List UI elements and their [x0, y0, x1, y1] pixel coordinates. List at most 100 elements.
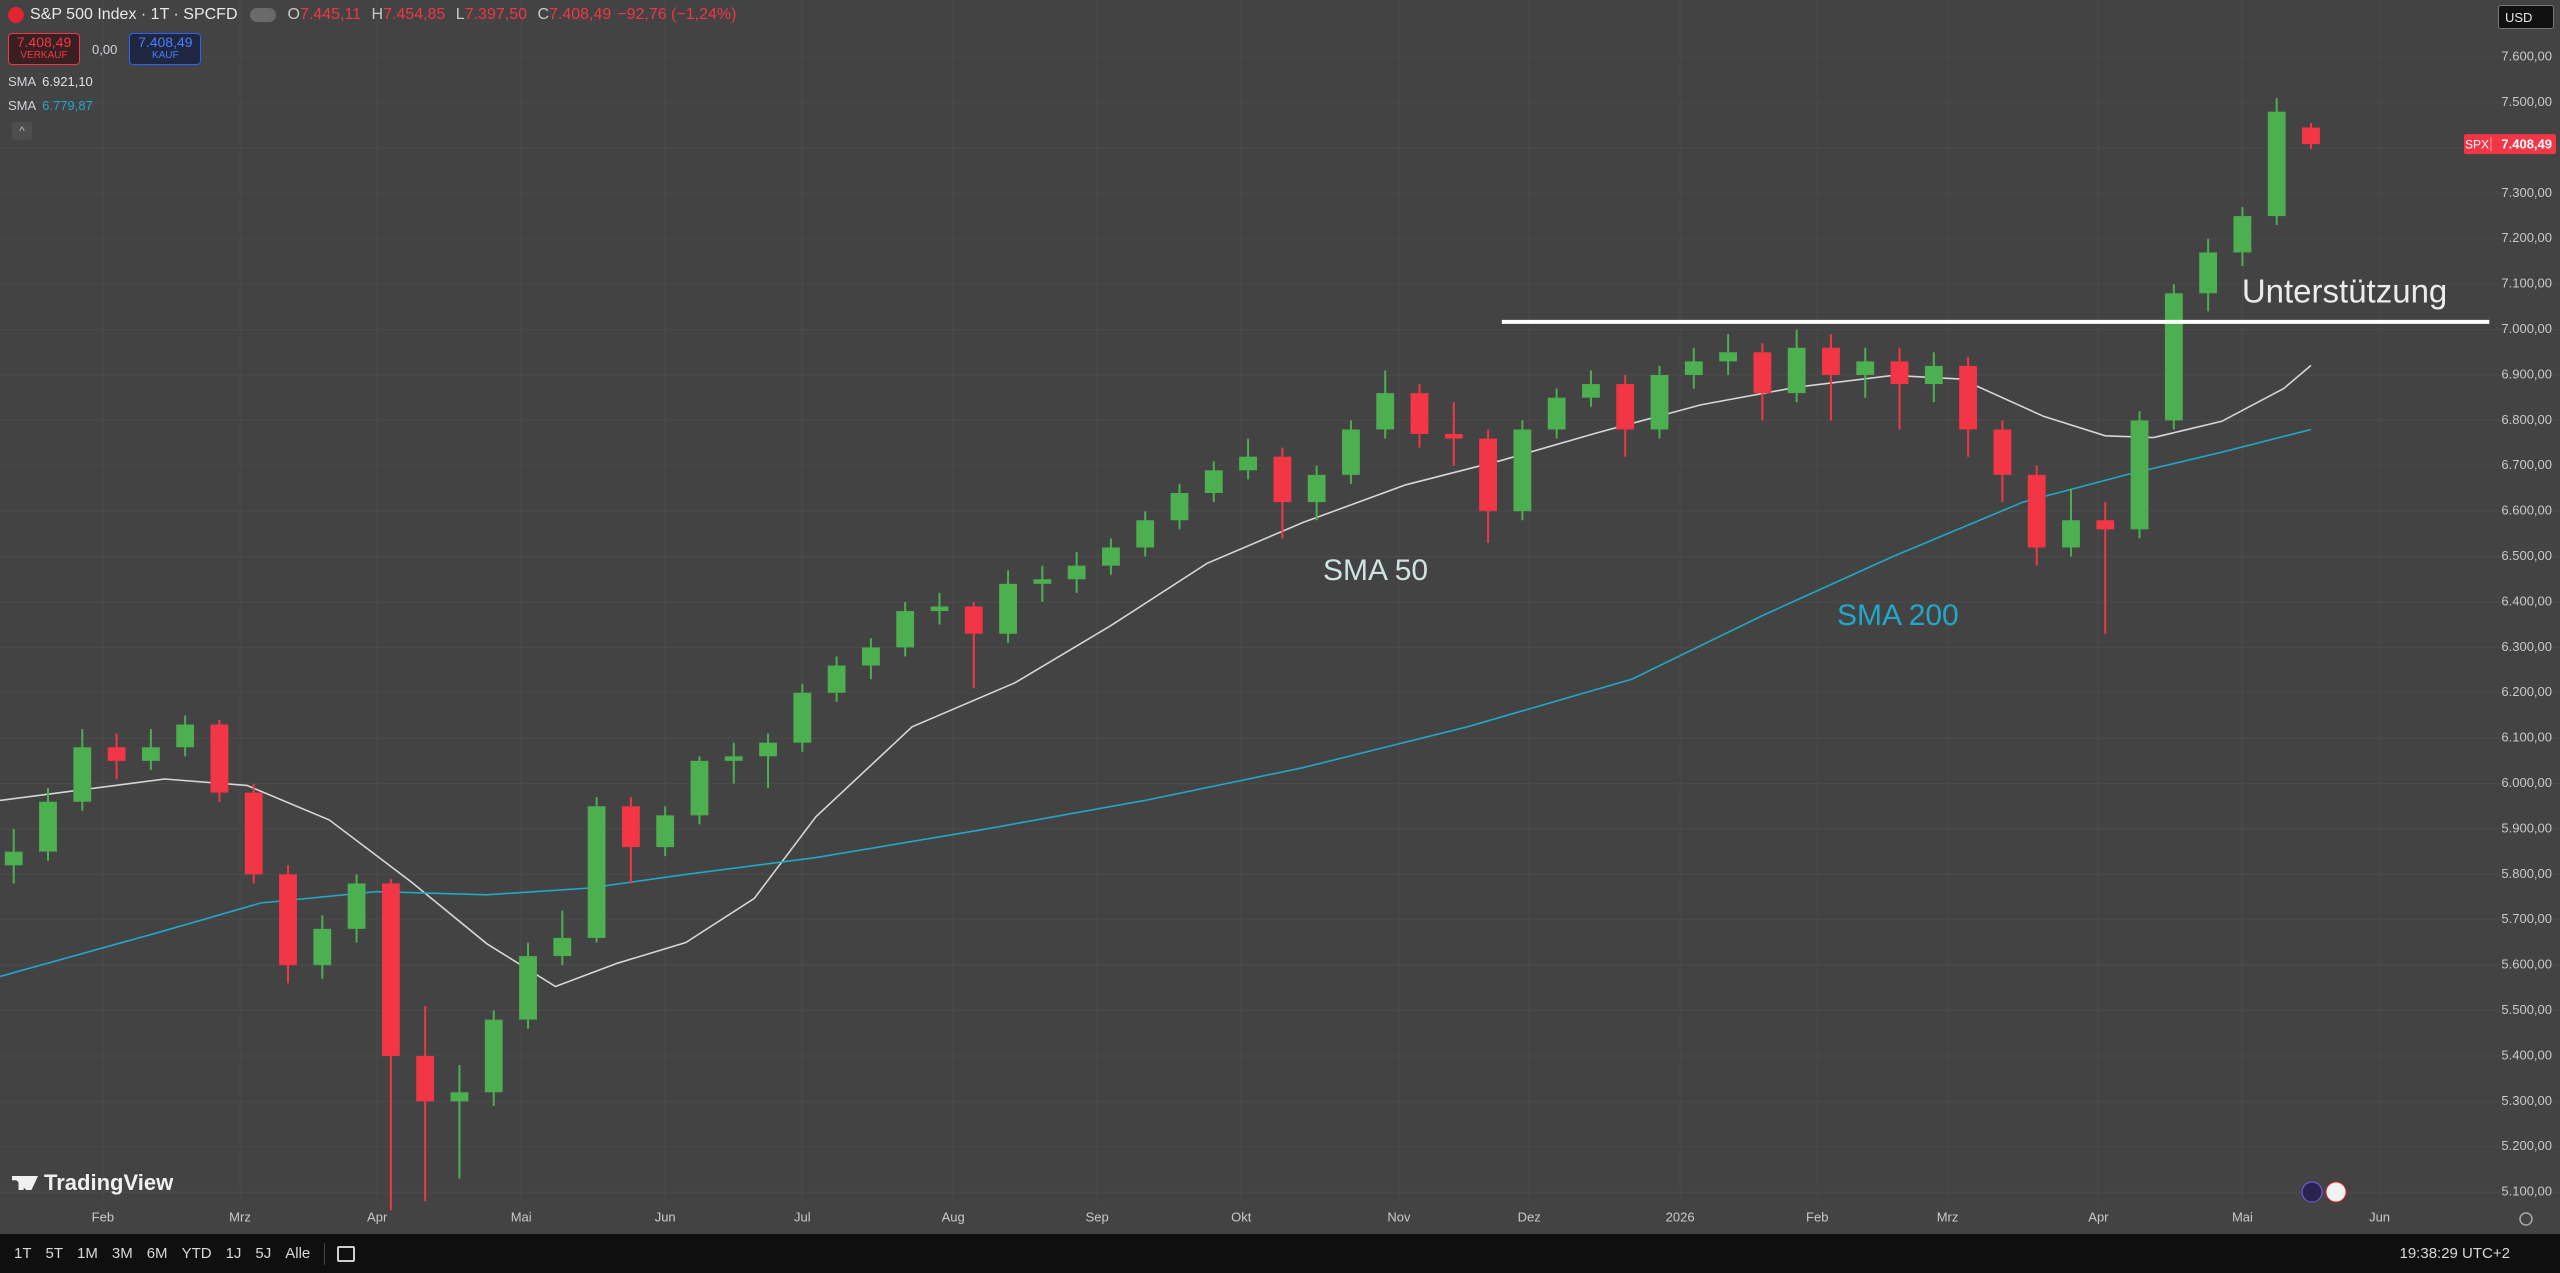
x-tick-label: Mrz: [229, 1209, 251, 1224]
candle: [930, 592, 949, 625]
range-button[interactable]: 1M: [77, 1245, 98, 1262]
candle: [1684, 347, 1703, 389]
candle-body: [587, 806, 606, 938]
x-tick-label: Nov: [1387, 1209, 1411, 1224]
candle-body: [450, 1092, 469, 1102]
candle: [1410, 384, 1429, 448]
candle: [1890, 347, 1909, 430]
candle: [1822, 334, 1840, 421]
y-tick-label: 6.900,00: [2501, 366, 2552, 381]
candle: [381, 878, 400, 1211]
range-button[interactable]: 5J: [255, 1245, 272, 1262]
candle-body: [39, 801, 57, 852]
candle: [1376, 370, 1395, 439]
candle-body: [279, 874, 297, 966]
range-button[interactable]: Alle: [285, 1245, 311, 1262]
candle: [1993, 420, 2012, 503]
buy-button[interactable]: 7.408,49 KAUF: [129, 33, 202, 65]
candle: [2096, 502, 2115, 634]
candle: [999, 570, 1017, 643]
candle: [450, 1065, 469, 1179]
series-label: SMA 50: [1323, 554, 1428, 587]
candle: [1479, 429, 1498, 543]
candle-body: [1993, 429, 2012, 475]
candle-body: [1136, 520, 1155, 548]
date-range-button[interactable]: [337, 1245, 356, 1262]
collapse-button[interactable]: ^: [12, 122, 32, 140]
candle: [1239, 438, 1257, 480]
candle: [484, 1010, 503, 1106]
candle: [690, 756, 709, 825]
sell-label: VERKAUF: [20, 50, 68, 61]
candle: [2164, 284, 2183, 430]
candle: [39, 788, 57, 861]
candle: [2302, 123, 2320, 150]
x-tick-label: Jul: [794, 1209, 811, 1224]
spread: 0,00: [92, 41, 118, 57]
range-button[interactable]: 1J: [225, 1245, 242, 1262]
ohlc: O7.445,11 H7.454,85 L7.397,50 C7.408,49: [282, 6, 612, 24]
currency-select[interactable]: USD: [2498, 5, 2554, 29]
indicator-name: SMA: [8, 98, 37, 113]
candle-body: [1684, 361, 1703, 375]
last-price-label: 7.408,49: [2501, 137, 2552, 152]
candle: [279, 865, 297, 984]
y-tick-label: 5.800,00: [2501, 866, 2552, 881]
sell-button[interactable]: 7.408,49 VERKAUF: [8, 33, 80, 65]
candle: [1273, 447, 1292, 539]
range-button[interactable]: 5T: [45, 1245, 64, 1262]
x-tick-label: Mai: [511, 1209, 532, 1224]
candle-body: [1239, 456, 1257, 471]
candle-body: [2062, 520, 2080, 548]
series-label: SMA 200: [1837, 599, 1959, 632]
x-tick-label: Jun: [655, 1209, 676, 1224]
clock: 19:38:29 UTC+2: [2399, 1245, 2511, 1262]
candle-body: [964, 606, 983, 634]
candle-body: [724, 756, 743, 761]
y-tick-label: 6.100,00: [2501, 730, 2552, 745]
candle-body: [484, 1019, 503, 1093]
candle-body: [1479, 438, 1498, 512]
range-button[interactable]: 1T: [14, 1245, 32, 1262]
range-button[interactable]: YTD: [181, 1245, 212, 1262]
candle-body: [827, 665, 846, 693]
candle: [553, 910, 572, 966]
candle-body: [2199, 252, 2218, 294]
y-tick-label: 5.600,00: [2501, 957, 2552, 972]
candle: [1753, 343, 1772, 421]
candle-body: [1033, 579, 1052, 584]
y-tick-label: 7.300,00: [2501, 185, 2552, 200]
x-tick-label: Sep: [1086, 1209, 1109, 1224]
trade-buttons: 7.408,49 VERKAUF 0,00 7.408,49 KAUF: [8, 33, 202, 65]
candle: [210, 720, 229, 802]
indicator-legend[interactable]: SMA 6.921,10: [8, 74, 93, 89]
candle-body: [759, 742, 777, 757]
x-tick-label: Okt: [1231, 1209, 1252, 1224]
indicator-legend[interactable]: SMA 6.779,87: [8, 98, 93, 113]
candle-body: [1787, 347, 1806, 394]
candle: [964, 601, 983, 689]
y-tick-label: 7.100,00: [2501, 276, 2552, 291]
candle: [141, 729, 160, 770]
y-tick-label: 7.600,00: [2501, 49, 2552, 64]
range-button[interactable]: 3M: [111, 1245, 133, 1262]
range-button[interactable]: 6M: [146, 1245, 168, 1262]
candle-body: [1719, 352, 1738, 362]
candle: [176, 715, 195, 757]
toggle-pill[interactable]: [249, 8, 276, 22]
candle-body: [1444, 434, 1463, 439]
candle: [2130, 411, 2149, 539]
symbol-title[interactable]: S&P 500 Index · 1T · SPCFD: [30, 6, 238, 23]
candle-body: [1753, 352, 1772, 394]
y-tick-label: 6.200,00: [2501, 684, 2552, 699]
buy-label: KAUF: [151, 50, 179, 61]
candle: [1102, 538, 1120, 575]
y-tick-label: 7.500,00: [2501, 94, 2552, 109]
candle: [416, 1006, 435, 1202]
brand-logo: [12, 1176, 38, 1190]
candle-body: [621, 806, 640, 848]
y-tick-label: 6.400,00: [2501, 593, 2552, 608]
symbol-header: S&P 500 Index · 1T · SPCFD O7.445,11 H7.…: [8, 6, 736, 24]
y-tick-label: 5.200,00: [2501, 1138, 2552, 1153]
